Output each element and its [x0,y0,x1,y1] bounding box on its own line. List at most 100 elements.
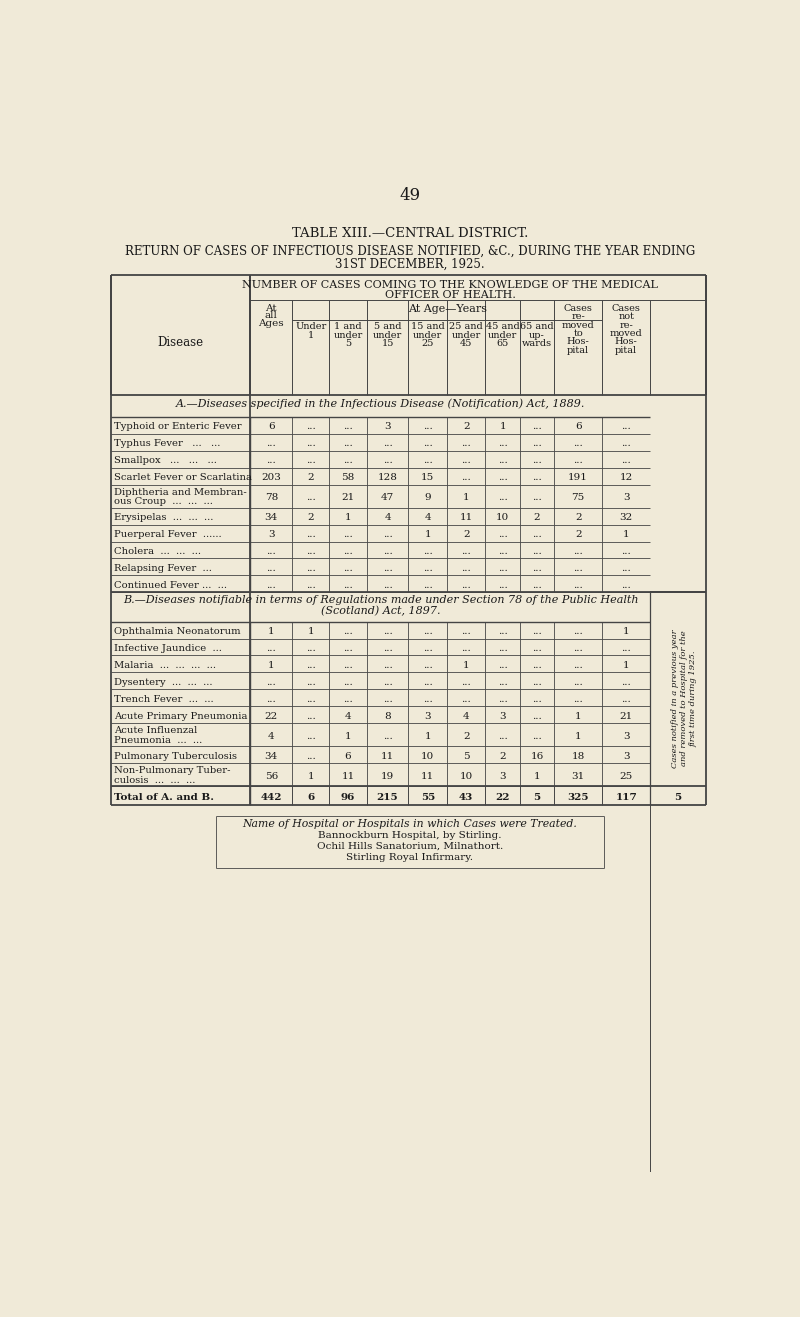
Text: Ages: Ages [258,319,284,328]
Text: ...: ... [343,644,353,653]
Text: ...: ... [423,644,433,653]
Text: Disease: Disease [158,336,204,349]
Text: ...: ... [343,547,353,556]
Text: ...: ... [498,695,507,703]
Text: ...: ... [532,661,542,670]
Text: 65 and: 65 and [520,323,554,331]
Text: to: to [574,329,583,338]
Text: Bannockburn Hospital, by Stirling.: Bannockburn Hospital, by Stirling. [318,831,502,840]
Text: ...: ... [423,439,433,448]
Text: 34: 34 [265,752,278,761]
Text: ...: ... [622,678,631,686]
Text: Ophthalmia Neonatorum: Ophthalmia Neonatorum [114,627,241,636]
Text: ...: ... [306,695,316,703]
Text: ...: ... [574,627,583,636]
Text: ...: ... [498,627,507,636]
Text: 6: 6 [345,752,351,761]
Text: 47: 47 [381,493,394,502]
Text: ...: ... [306,439,316,448]
Text: re-: re- [619,320,633,329]
Text: 1 and: 1 and [334,323,362,331]
Text: ...: ... [498,732,507,740]
Text: ...: ... [423,581,433,590]
Text: ...: ... [306,529,316,539]
Text: 215: 215 [377,793,398,802]
Text: 22: 22 [265,711,278,720]
Text: ...: ... [423,627,433,636]
Text: ...: ... [622,581,631,590]
Text: 45: 45 [460,338,472,348]
Text: ...: ... [266,644,276,653]
Text: ...: ... [462,473,471,482]
Text: 6: 6 [307,793,314,802]
Text: ...: ... [382,529,393,539]
Text: ...: ... [622,456,631,465]
Text: ...: ... [266,581,276,590]
Text: 6: 6 [268,423,274,431]
Text: ...: ... [343,627,353,636]
Text: 4: 4 [345,711,351,720]
Text: Acute Influenzal: Acute Influenzal [114,726,197,735]
Text: 3: 3 [623,493,630,502]
Text: ...: ... [306,711,316,720]
Text: ...: ... [574,564,583,573]
Text: ...: ... [423,678,433,686]
Text: ...: ... [532,456,542,465]
Text: moved: moved [562,320,594,329]
Text: ...: ... [532,711,542,720]
Text: ...: ... [306,423,316,431]
Text: ...: ... [343,661,353,670]
Text: 9: 9 [425,493,431,502]
Text: 1: 1 [268,661,274,670]
Text: 5 and: 5 and [374,323,402,331]
Text: ...: ... [498,547,507,556]
Text: ...: ... [306,493,316,502]
Text: 58: 58 [342,473,354,482]
Text: Cases: Cases [564,304,593,312]
Text: under: under [413,331,442,340]
Text: ...: ... [266,678,276,686]
Text: Trench Fever  ...  ...: Trench Fever ... ... [114,695,214,703]
Text: ...: ... [266,439,276,448]
Text: 1: 1 [575,732,582,740]
Text: under: under [334,331,362,340]
Text: 55: 55 [421,793,435,802]
Text: ...: ... [306,644,316,653]
Text: OFFICER OF HEALTH.: OFFICER OF HEALTH. [385,290,516,300]
Text: 25: 25 [422,338,434,348]
Text: ...: ... [532,473,542,482]
Text: 1: 1 [463,661,470,670]
Text: 1: 1 [575,711,582,720]
Text: ...: ... [462,695,471,703]
Text: ...: ... [423,661,433,670]
Text: 31: 31 [571,772,585,781]
Text: 65: 65 [497,338,509,348]
Text: 1: 1 [425,732,431,740]
Text: 11: 11 [421,772,434,781]
Text: ...: ... [343,678,353,686]
Text: 2: 2 [463,732,470,740]
Text: ...: ... [343,439,353,448]
Text: 96: 96 [341,793,355,802]
Text: ...: ... [382,627,393,636]
Text: ...: ... [498,493,507,502]
Text: Smallpox   ...   ...   ...: Smallpox ... ... ... [114,456,217,465]
Text: ...: ... [574,661,583,670]
Text: ...: ... [382,456,393,465]
Text: ous Croup  ...  ...  ...: ous Croup ... ... ... [114,497,213,506]
Text: ...: ... [532,581,542,590]
Text: At: At [266,304,277,312]
Text: ...: ... [423,456,433,465]
Text: ...: ... [498,678,507,686]
Text: 25: 25 [620,772,633,781]
Text: ...: ... [423,695,433,703]
Text: 11: 11 [381,752,394,761]
Text: ...: ... [574,439,583,448]
Text: 3: 3 [425,711,431,720]
Text: ...: ... [462,678,471,686]
Text: ...: ... [306,564,316,573]
Text: ...: ... [306,581,316,590]
Text: ...: ... [423,564,433,573]
Text: 2: 2 [575,529,582,539]
Text: ...: ... [382,678,393,686]
